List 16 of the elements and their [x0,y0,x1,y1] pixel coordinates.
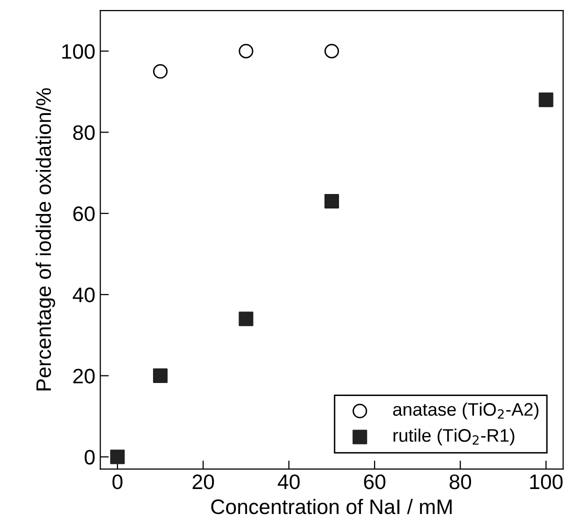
y-tick-label: 100 [62,44,95,59]
x-tick-label: 100 [530,474,563,490]
y-tick-label: 60 [73,206,95,222]
y-axis-title: Percentage of iodide oxidation/% [36,88,56,390]
legend-label: rutile (TiO$_{2}$-R1) [394,428,514,446]
x-tick-label: 0 [112,474,122,490]
x-tick-label: 80 [450,474,472,490]
y-tick-label: 20 [73,368,95,384]
legend-label: anatase (TiO$_{2}$-A2) [393,402,538,420]
x-tick-label: 20 [192,474,214,490]
y-tick-label: 40 [72,288,95,302]
x-tick-label: 40 [278,474,300,490]
x-axis-title: Concentration of NaI / mM [211,498,452,514]
x-tick-label: 60 [364,474,386,490]
y-tick-label: 0 [84,450,95,465]
y-tick-label: 80 [73,125,95,140]
